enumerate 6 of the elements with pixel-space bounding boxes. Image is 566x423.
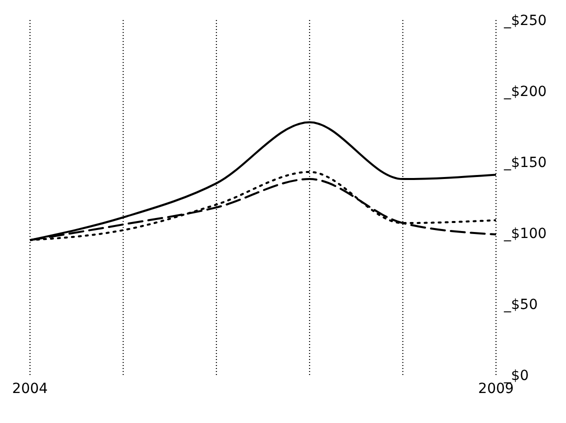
y-tick-label: _$100	[503, 226, 547, 242]
x-tick-label: 2004	[12, 380, 48, 397]
y-tick-label: _$150	[503, 154, 547, 171]
y-tick-label: _$250	[503, 12, 547, 29]
y-tick-label: _$200	[503, 84, 547, 100]
y-tick-label: _$50	[503, 296, 538, 313]
